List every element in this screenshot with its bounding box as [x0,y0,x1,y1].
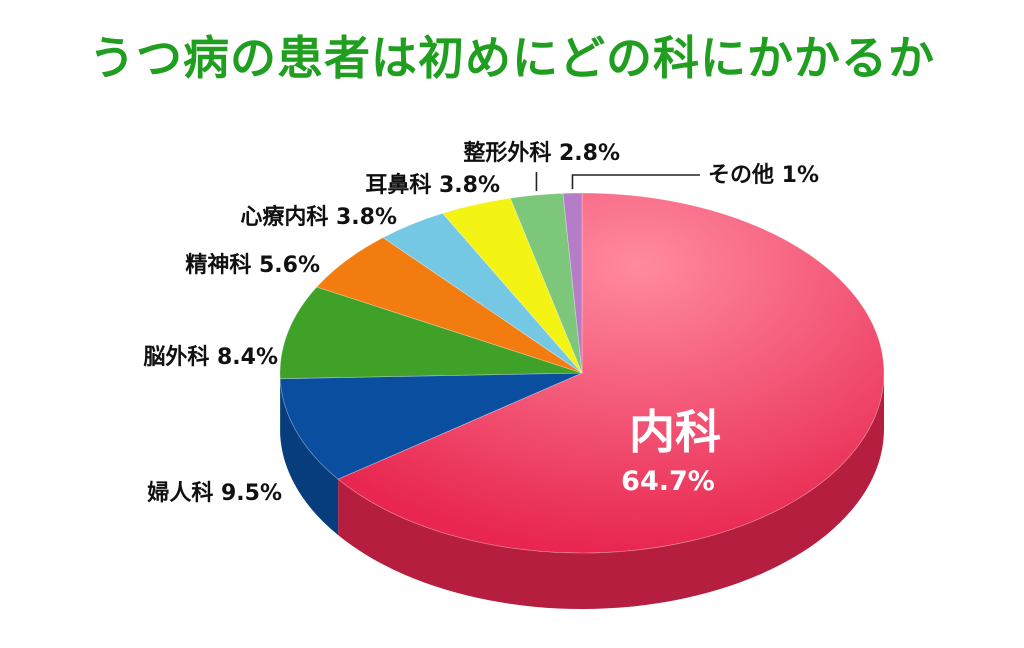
pie-slice-その他 [562,192,583,374]
pie-side-婦人科 [280,378,339,536]
slice-label-精神科: 精神科 5.6% [185,252,320,278]
pie-tops [279,192,885,554]
chart-title: うつ病の患者は初めにどの科にかかるか [89,31,935,85]
pie-labels: 内科 64.7% 婦人科 9.5% 脳外科 8.4% 精神科 5.6% 心療内科 3.8%… [143,140,819,506]
pie-side-内科 [338,373,884,609]
slice-label-整形外科: 整形外科 2.8% [463,140,620,166]
slice-label-内科: 内科 [629,405,721,459]
slice-label-婦人科: 婦人科 9.5% [146,480,282,506]
pie-slice-整形外科 [509,192,583,374]
slice-label-脳外科: 脳外科 8.4% [143,344,278,370]
leader-lines [535,172,700,192]
leader-line-その他 [571,174,700,190]
pie-slice-心療内科 [382,212,583,374]
pie-slice-婦人科 [279,372,583,480]
pie-slice-内科 [337,192,885,554]
pie-slice-耳鼻科 [441,197,583,374]
pie-slice-脳外科 [279,286,583,380]
slice-value-内科: 64.7% [621,466,715,497]
pie-sides [280,373,884,609]
slice-label-心療内科: 心療内科 3.8% [240,204,397,230]
slice-label-その他: その他 1% [708,163,819,188]
pie-slice-精神科 [316,237,583,374]
slice-label-耳鼻科: 耳鼻科 3.8% [365,172,500,198]
